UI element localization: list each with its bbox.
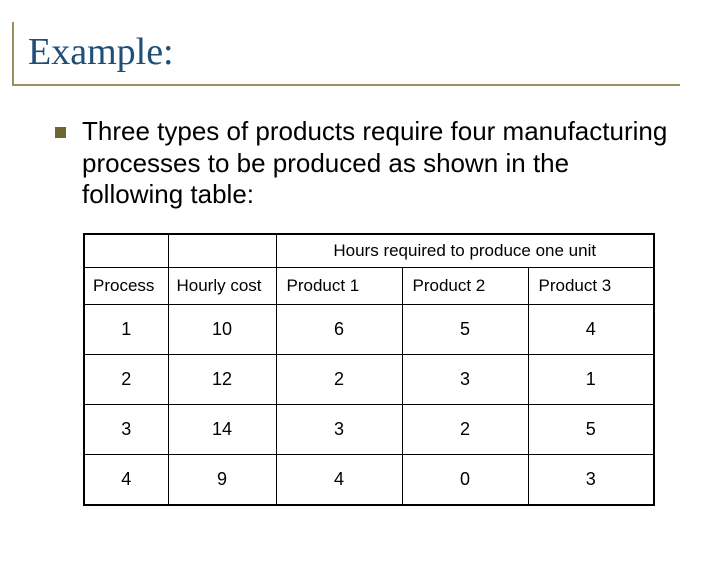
col-header-product2: Product 2 (402, 268, 528, 305)
col-header-product1: Product 1 (276, 268, 402, 305)
cell: 3 (528, 455, 654, 506)
col-header-process: Process (84, 268, 168, 305)
table-row: 4 9 4 0 3 (84, 455, 654, 506)
body-region: Three types of products require four man… (55, 116, 670, 506)
table-header-row: Process Hourly cost Product 1 Product 2 … (84, 268, 654, 305)
cell: 2 (276, 355, 402, 405)
slide: Example: Three types of products require… (0, 22, 720, 562)
title-region: Example: (12, 22, 680, 86)
table-row: 3 14 3 2 5 (84, 405, 654, 455)
cell: 3 (276, 405, 402, 455)
cell: 1 (528, 355, 654, 405)
cell: 9 (168, 455, 276, 506)
table-row: 2 12 2 3 1 (84, 355, 654, 405)
table-header-span: Hours required to produce one unit (276, 234, 654, 268)
process-table: Hours required to produce one unit Proce… (83, 233, 655, 506)
bullet-text: Three types of products require four man… (82, 116, 670, 211)
cell: 10 (168, 305, 276, 355)
table-header-empty (168, 234, 276, 268)
table-header-empty (84, 234, 168, 268)
cell: 5 (528, 405, 654, 455)
cell: 2 (402, 405, 528, 455)
col-header-product3: Product 3 (528, 268, 654, 305)
cell: 0 (402, 455, 528, 506)
cell: 4 (276, 455, 402, 506)
col-header-hourlycost: Hourly cost (168, 268, 276, 305)
table-row: 1 10 6 5 4 (84, 305, 654, 355)
cell: 2 (84, 355, 168, 405)
cell: 4 (84, 455, 168, 506)
cell: 1 (84, 305, 168, 355)
slide-title: Example: (28, 30, 666, 74)
cell: 4 (528, 305, 654, 355)
square-bullet-icon (55, 127, 66, 138)
cell: 5 (402, 305, 528, 355)
cell: 6 (276, 305, 402, 355)
bullet-item: Three types of products require four man… (55, 116, 670, 211)
table-header-row-span: Hours required to produce one unit (84, 234, 654, 268)
table-container: Hours required to produce one unit Proce… (83, 233, 670, 506)
cell: 12 (168, 355, 276, 405)
cell: 14 (168, 405, 276, 455)
cell: 3 (84, 405, 168, 455)
cell: 3 (402, 355, 528, 405)
